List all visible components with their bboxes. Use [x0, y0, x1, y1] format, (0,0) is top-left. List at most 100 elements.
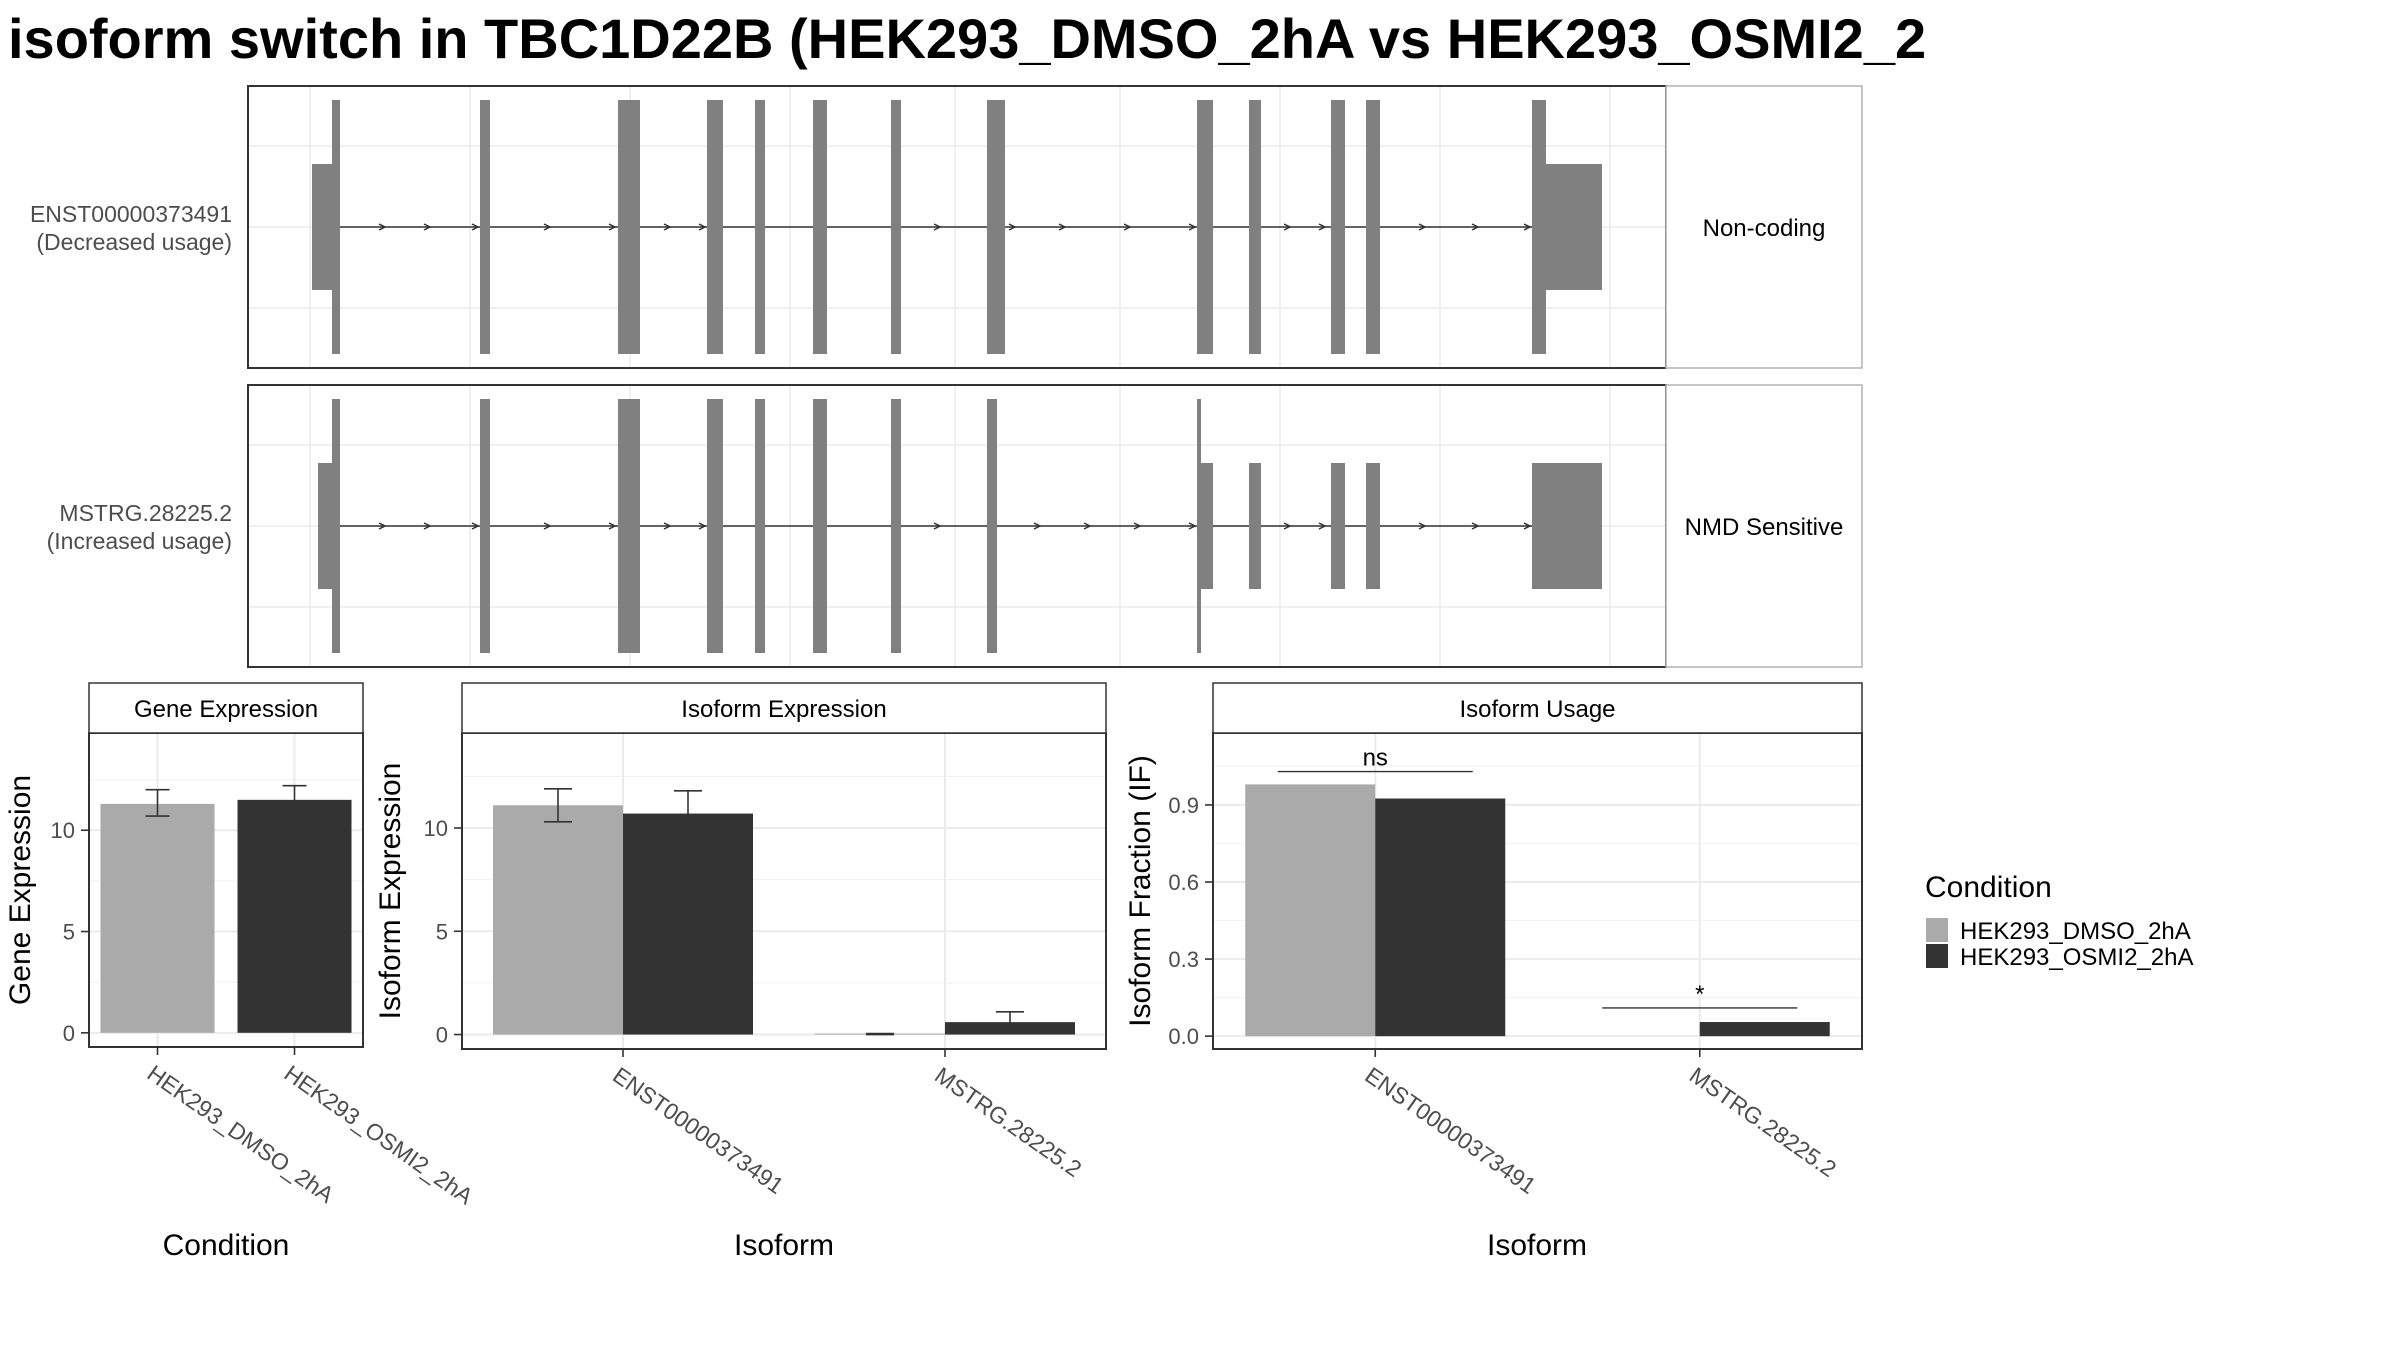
intron-arrow [1318, 522, 1327, 530]
transcript-track: Non-coding ENST00000373491 (Decreased us… [30, 85, 1863, 369]
transcript-structure-panel: Non-coding ENST00000373491 (Decreased us… [30, 85, 1863, 668]
transcript-track: NMD Sensitive MSTRG.28225.2 (Increased u… [47, 384, 1863, 668]
intron-arrow [543, 223, 552, 231]
intron-arrow [471, 522, 480, 530]
exon [813, 399, 827, 653]
legend-title: Condition [1925, 871, 2052, 904]
legend-label-osmi2: HEK293_OSMI2_2hA [1960, 944, 2193, 971]
exon [1249, 100, 1261, 354]
y-axis-title: Gene Expression [4, 775, 37, 1005]
y-tick-label: 0 [63, 1021, 75, 1046]
exon [1366, 463, 1380, 589]
intron-arrow [1523, 223, 1532, 231]
y-tick-label: 5 [63, 920, 75, 945]
exon [1197, 399, 1201, 653]
transcript-id-label: MSTRG.28225.2 [59, 500, 232, 526]
panel-strip [461, 682, 1107, 734]
exon [1331, 100, 1345, 354]
y-tick-label: 5 [436, 919, 448, 944]
intron-arrow [698, 522, 707, 530]
track-strip [1665, 85, 1863, 369]
exon-set [312, 100, 1602, 354]
x-axis-title: Condition [163, 1229, 290, 1262]
exon [332, 399, 340, 653]
intron-arrow [423, 522, 432, 530]
intron-arrow [1283, 223, 1292, 231]
panel-strip-title: Gene Expression [134, 696, 318, 723]
panel-strip-title: Isoform Usage [1459, 696, 1615, 723]
exon [1249, 463, 1261, 589]
intron-arrow [1058, 223, 1067, 231]
y-tick-label: 0.9 [1168, 793, 1199, 818]
exon [318, 463, 334, 589]
intron-arrows [378, 522, 1532, 530]
exon [618, 399, 640, 653]
panel-strip [1212, 682, 1863, 734]
exon [1532, 100, 1546, 354]
y-tick-label: 0.0 [1168, 1024, 1199, 1049]
intron-arrow [1418, 522, 1427, 530]
bar [623, 813, 753, 1035]
bar [237, 799, 352, 1033]
transcript-usage-label: (Decreased usage) [36, 229, 232, 255]
x-axis-title: Isoform [1487, 1229, 1587, 1262]
intron-arrow [698, 223, 707, 231]
bar [100, 803, 215, 1033]
legend-swatch-osmi2 [1926, 944, 1948, 968]
intron-arrow [608, 522, 617, 530]
y-tick-label: 0.3 [1168, 947, 1199, 972]
x-axis-title: Isoform [734, 1229, 834, 1262]
intron-arrow [1188, 522, 1197, 530]
intron-arrow [378, 522, 387, 530]
chart-panel: Isoform Expression 0 5 10 ENST00000373491 MST… [374, 682, 1107, 1262]
intron-arrow [1188, 223, 1197, 231]
exon [707, 100, 723, 354]
exon [312, 164, 334, 290]
intron-arrow [1283, 522, 1292, 530]
intron-arrow [1133, 522, 1142, 530]
track-strip [1665, 384, 1863, 668]
intron-arrow [543, 522, 552, 530]
legend-swatch-dmso [1926, 918, 1948, 942]
legend-label-dmso: HEK293_DMSO_2hA [1960, 918, 2191, 945]
exon [1201, 463, 1213, 589]
exon [1546, 164, 1602, 290]
exon-set [318, 399, 1602, 653]
intron-arrow [1471, 522, 1480, 530]
intron-arrow [1123, 223, 1132, 231]
intron-arrows [378, 223, 1532, 231]
exon [987, 100, 1005, 354]
x-tick-label: ENST00000373491 [608, 1062, 788, 1199]
chart-panel: ns * Isoform Usage 0.0 0.3 0.6 0.9 ENST00000373… [1124, 682, 1863, 1262]
significance-label: * [1695, 981, 1704, 1008]
exon [987, 399, 997, 653]
y-axis-title: Isoform Fraction (IF) [1124, 755, 1157, 1027]
transcript-usage-label: (Increased usage) [47, 528, 232, 554]
y-axis-title: Isoform Expression [374, 763, 407, 1020]
y-tick-label: 0.6 [1168, 870, 1199, 895]
x-tick-label: ENST00000373491 [1360, 1062, 1540, 1199]
y-tick-label: 0 [436, 1023, 448, 1048]
intron-arrow [378, 223, 387, 231]
exon [707, 399, 723, 653]
intron-arrow [933, 522, 942, 530]
bar [1245, 784, 1376, 1037]
exon [891, 100, 901, 354]
x-tick-label: MSTRG.28225.2 [1685, 1062, 1841, 1182]
exon [618, 100, 640, 354]
figure-title: isoform switch in TBC1D22B (HEK293_DMSO_… [8, 7, 1926, 70]
exon [813, 100, 827, 354]
intron-arrow [423, 223, 432, 231]
chart-panel: Gene Expression0510HEK293_DMSO_2hAHEK293… [4, 682, 478, 1262]
intron-arrow [608, 223, 617, 231]
bar-charts: Gene Expression0510HEK293_DMSO_2hAHEK293… [4, 682, 1863, 1262]
intron-arrow [1523, 522, 1532, 530]
significance-label: ns [1363, 745, 1388, 772]
exon [891, 399, 901, 653]
exon [755, 399, 765, 653]
intron-arrow [471, 223, 480, 231]
exon [1366, 100, 1380, 354]
bar [493, 805, 623, 1035]
intron-arrow [933, 223, 942, 231]
